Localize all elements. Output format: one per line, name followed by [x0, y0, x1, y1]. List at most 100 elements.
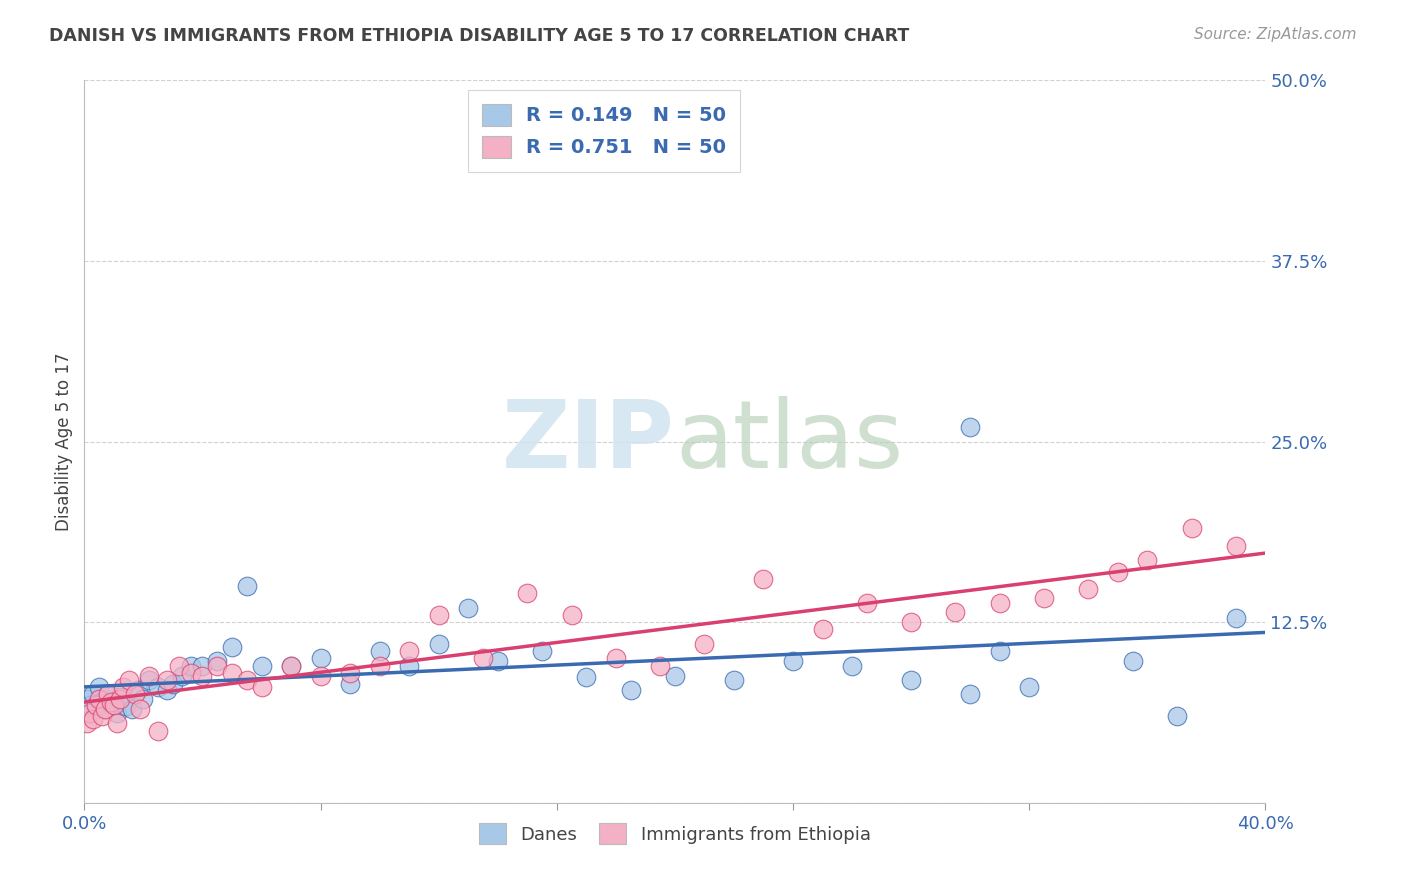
Point [79, 698, 101, 712]
Point [84, 698, 107, 712]
Point [945, 605, 967, 619]
Point [91, 695, 114, 709]
Point [1225, 611, 1247, 625]
Point [148, 680, 170, 694]
Point [132, 691, 155, 706]
Point [531, 644, 554, 658]
Point [76, 716, 98, 731]
Point [87, 691, 111, 706]
Point [1166, 709, 1188, 723]
Point [959, 687, 981, 701]
Point [94, 702, 117, 716]
Point [309, 651, 332, 665]
Point [103, 698, 125, 712]
Point [1225, 539, 1247, 553]
Point [988, 644, 1011, 658]
Point [76, 691, 98, 706]
Point [620, 683, 643, 698]
Point [221, 665, 243, 680]
Point [280, 658, 302, 673]
Point [91, 709, 114, 723]
Point [97, 687, 120, 701]
Point [191, 668, 214, 682]
Point [207, 654, 229, 668]
Point [605, 651, 627, 665]
Point [108, 691, 131, 706]
Point [427, 637, 450, 651]
Point [170, 668, 193, 682]
Point [108, 690, 131, 705]
Point [236, 579, 259, 593]
Point [782, 654, 804, 668]
Point [156, 673, 179, 687]
Point [516, 586, 538, 600]
Point [339, 665, 361, 680]
Point [221, 640, 243, 654]
Point [100, 698, 122, 712]
Point [1107, 565, 1129, 579]
Point [114, 698, 136, 713]
Point [280, 658, 302, 673]
Point [100, 695, 122, 709]
Point [236, 673, 259, 687]
Point [486, 654, 509, 668]
Point [650, 658, 672, 673]
Point [427, 607, 450, 622]
Point [398, 644, 420, 658]
Point [82, 712, 104, 726]
Point [900, 673, 922, 687]
Point [94, 702, 117, 716]
Point [575, 670, 598, 684]
Text: ZIP: ZIP [502, 395, 675, 488]
Point [856, 596, 879, 610]
Point [103, 695, 125, 709]
Point [156, 683, 179, 698]
Point [191, 658, 214, 673]
Text: Source: ZipAtlas.com: Source: ZipAtlas.com [1194, 27, 1357, 42]
Point [105, 716, 128, 731]
Point [84, 702, 107, 716]
Point [1077, 582, 1099, 596]
Point [723, 673, 745, 687]
Point [561, 607, 583, 622]
Point [664, 668, 686, 682]
Point [138, 668, 160, 682]
Point [167, 658, 190, 673]
Legend: Danes, Immigrants from Ethiopia: Danes, Immigrants from Ethiopia [472, 816, 877, 852]
Point [118, 673, 141, 687]
Point [398, 658, 420, 673]
Point [900, 615, 922, 630]
Point [105, 706, 128, 721]
Point [87, 680, 111, 694]
Point [368, 658, 391, 673]
Point [207, 658, 229, 673]
Point [138, 673, 160, 687]
Point [841, 658, 863, 673]
Point [162, 677, 184, 691]
Point [121, 702, 143, 716]
Point [250, 680, 273, 694]
Point [457, 600, 479, 615]
Text: DANISH VS IMMIGRANTS FROM ETHIOPIA DISABILITY AGE 5 TO 17 CORRELATION CHART: DANISH VS IMMIGRANTS FROM ETHIOPIA DISAB… [49, 27, 910, 45]
Point [752, 572, 775, 586]
Point [959, 420, 981, 434]
Point [124, 687, 146, 701]
Point [148, 723, 170, 738]
Point [988, 596, 1011, 610]
Point [82, 687, 104, 701]
Point [368, 644, 391, 658]
Point [339, 677, 361, 691]
Point [811, 623, 834, 637]
Point [309, 668, 332, 682]
Point [180, 665, 202, 680]
Point [111, 680, 134, 694]
Point [129, 702, 152, 716]
Point [1018, 680, 1040, 694]
Point [127, 683, 149, 698]
Point [1033, 591, 1056, 605]
Point [97, 687, 120, 701]
Point [180, 658, 202, 673]
Point [1122, 654, 1144, 668]
Text: atlas: atlas [675, 395, 903, 488]
Point [1136, 553, 1159, 567]
